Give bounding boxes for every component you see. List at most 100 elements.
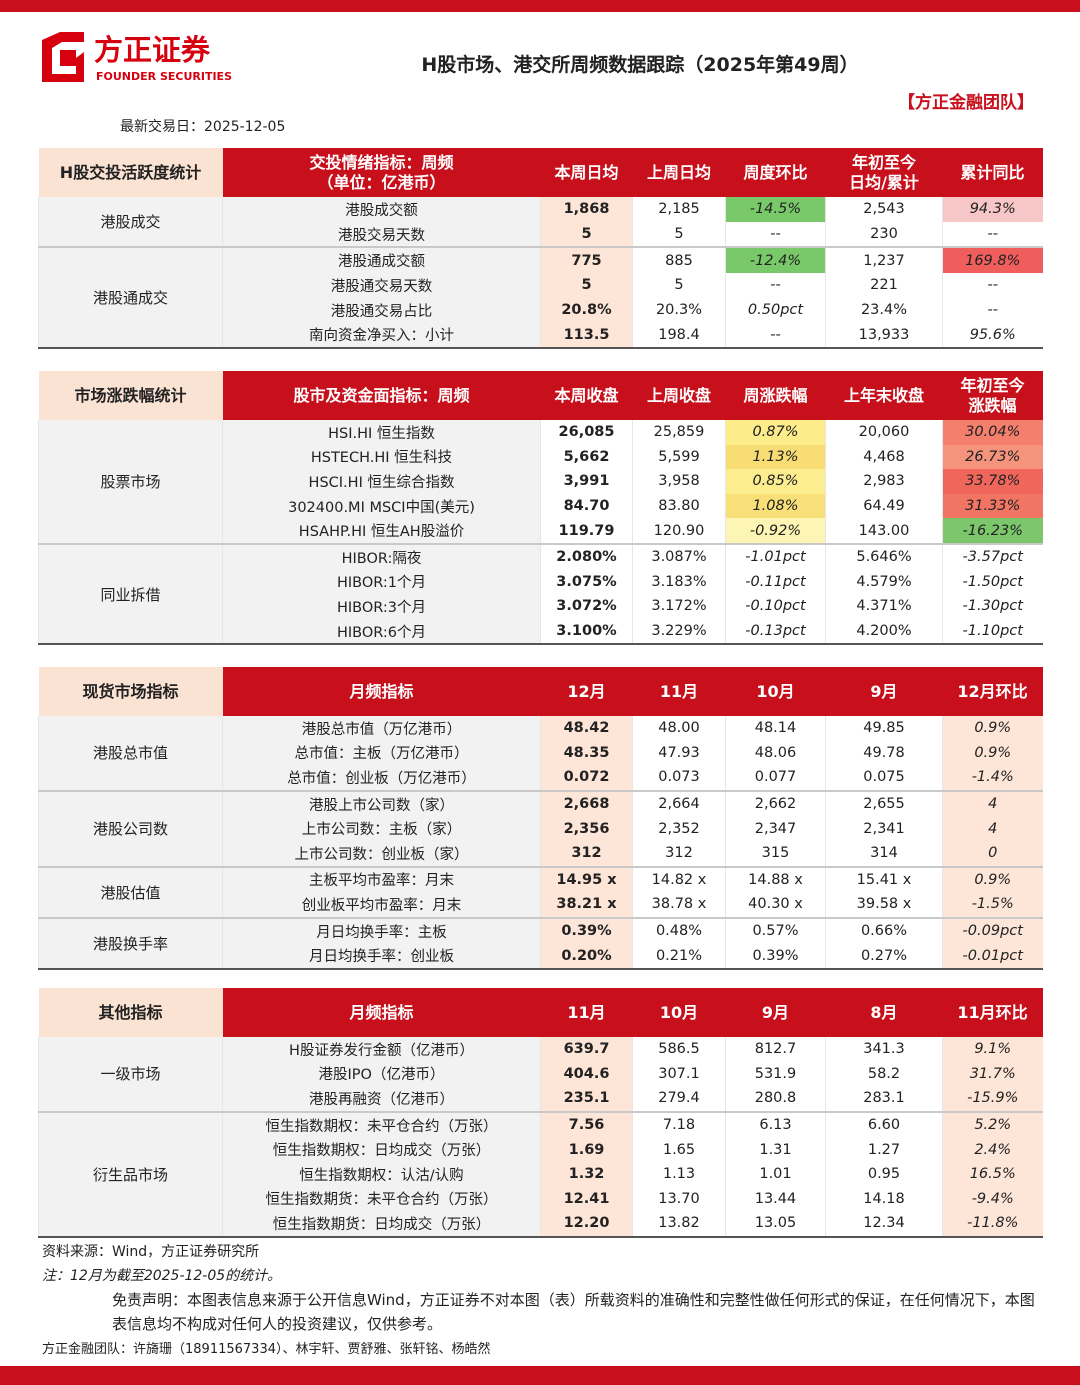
header-cell: 9月 bbox=[825, 667, 943, 716]
cell: 0.87% bbox=[725, 420, 826, 445]
row: 恒生指数期权：日均成交（万张） 1.69 1.65 1.31 1.27 2.4% bbox=[39, 1137, 1043, 1162]
header-cell: 股市及资金面指标：周频 bbox=[222, 371, 541, 420]
data-table: 现货市场指标 月频指标 12月 11月 10月 9月 12月环比 港股总市值 港股总市值（万亿港… bbox=[38, 667, 1043, 970]
header-cell: 11月环比 bbox=[942, 988, 1043, 1037]
cell: 0.95 bbox=[825, 1161, 943, 1187]
cell: 3,958 bbox=[632, 469, 726, 494]
group-label: 港股公司数 bbox=[38, 789, 223, 867]
cell: -- bbox=[725, 273, 826, 298]
cell: 120.90 bbox=[632, 518, 726, 544]
cell: 1.13% bbox=[725, 444, 826, 470]
row: 恒生指数期权：认沽/认购 1.32 1.13 1.01 0.95 16.5% bbox=[39, 1161, 1043, 1187]
cell: 1.69 bbox=[540, 1137, 633, 1162]
cell: 48.42 bbox=[540, 716, 633, 741]
row-label: 港股总市值（万亿港币） bbox=[222, 716, 541, 741]
row-label: HSI.HI 恒生指数 bbox=[222, 420, 541, 445]
cell: 2,655 bbox=[825, 789, 943, 817]
cell: 20.3% bbox=[632, 297, 726, 323]
row: 港股换手率 月日均换手率：主板 0.39% 0.48% 0.57% 0.66% -0.09p… bbox=[38, 916, 1043, 969]
group-label: 港股估值 bbox=[38, 865, 223, 918]
cell: 6.60 bbox=[825, 1110, 943, 1138]
row: 总市值：创业板（万亿港币） 0.072 0.073 0.077 0.075 -1.4% bbox=[39, 765, 1043, 791]
cell: 48.06 bbox=[725, 740, 826, 766]
header-cell: 本周日均 bbox=[540, 148, 633, 197]
cell: 0.39% bbox=[540, 916, 633, 944]
cell: -14.5% bbox=[725, 197, 826, 222]
cell: 3,991 bbox=[540, 469, 633, 494]
cell: 404.6 bbox=[540, 1061, 633, 1087]
row: 港股公司数 港股上市公司数（家） 2,668 2,664 2,662 2,655 4 bbox=[38, 789, 1043, 867]
cell: 143.00 bbox=[825, 518, 943, 544]
row: HSCI.HI 恒生综合指数 3,991 3,958 0.85% 2,983 33.78% bbox=[39, 469, 1043, 494]
cell: -0.92% bbox=[725, 518, 826, 544]
cell: 341.3 bbox=[825, 1037, 943, 1062]
cell: 119.79 bbox=[540, 518, 633, 544]
cell: 0.072 bbox=[540, 765, 633, 791]
row-label: 港股交易天数 bbox=[222, 221, 541, 248]
group-label: 港股换手率 bbox=[38, 916, 223, 969]
header-row: 市场涨跌幅统计 股市及资金面指标：周频 本周收盘 上周收盘 周涨跌幅 上年末收盘 年初至今 … bbox=[38, 371, 1043, 420]
cell: 14.95 x bbox=[540, 865, 633, 893]
source: 资料来源：Wind，方正证券研究所 bbox=[42, 1244, 260, 1260]
row-label: 创业板平均市盈率：月末 bbox=[222, 892, 541, 918]
row: 302400.MI MSCI中国(美元) 84.70 83.80 1.08% 64.49… bbox=[39, 493, 1043, 519]
team: 【方正金融团队】 bbox=[898, 93, 1034, 113]
footer: 资料来源：Wind，方正证券研究所 注：12月为截至2025-12-05的统计。… bbox=[42, 1240, 1042, 1362]
cell: 0.9% bbox=[942, 865, 1043, 893]
row: HIBOR:1个月 3.075% 3.183% -0.11pct 4.579% -1.50… bbox=[39, 569, 1043, 595]
row-label: 上市公司数：主板（家） bbox=[222, 816, 541, 841]
row-label: 港股通成交额 bbox=[222, 246, 541, 274]
data-table: 其他指标 月频指标 11月 10月 9月 8月 11月环比 一级市场 H股证券发行金额（亿港币）… bbox=[38, 988, 1043, 1238]
cell: -16.23% bbox=[942, 518, 1043, 544]
group-label: 股票市场 bbox=[38, 420, 223, 544]
cell: 12.41 bbox=[540, 1186, 633, 1212]
cell: 1.13 bbox=[632, 1161, 726, 1187]
cell: 230 bbox=[825, 221, 943, 248]
header-cell: 月频指标 bbox=[222, 667, 541, 716]
row-label: HIBOR:6个月 bbox=[222, 618, 541, 645]
cell: 2,347 bbox=[725, 816, 826, 841]
cell: -11.8% bbox=[942, 1211, 1043, 1237]
cell: 312 bbox=[632, 840, 726, 867]
cell: 48.00 bbox=[632, 716, 726, 741]
row-label: HIBOR:隔夜 bbox=[222, 542, 541, 570]
cell: -1.10pct bbox=[942, 618, 1043, 645]
cell: 3.072% bbox=[540, 594, 633, 619]
date: 最新交易日：2025-12-05 bbox=[120, 119, 286, 135]
header-cell: 现货市场指标 bbox=[38, 667, 223, 716]
row: 一级市场 H股证券发行金额（亿港币） 639.7 586.5 812.7 341.3 9.1… bbox=[38, 1037, 1043, 1112]
cell: 2,352 bbox=[632, 816, 726, 841]
cell: 5,599 bbox=[632, 444, 726, 470]
cell: 6.13 bbox=[725, 1110, 826, 1138]
cell: 1.01 bbox=[725, 1161, 826, 1187]
row-label: 港股通交易占比 bbox=[222, 297, 541, 323]
cell: 0.075 bbox=[825, 765, 943, 791]
cell: 48.35 bbox=[540, 740, 633, 766]
cell: 15.41 x bbox=[825, 865, 943, 893]
cell: 20.8% bbox=[540, 297, 633, 323]
cell: 5 bbox=[540, 221, 633, 248]
row-label: H股证券发行金额（亿港币） bbox=[222, 1037, 541, 1062]
row-label: 恒生指数期权：未平仓合约（万张） bbox=[222, 1110, 541, 1138]
cell: 5.646% bbox=[825, 542, 943, 570]
cell: 33.78% bbox=[942, 469, 1043, 494]
header-cell: 月频指标 bbox=[222, 988, 541, 1037]
cell: -- bbox=[942, 221, 1043, 248]
cell: 4.579% bbox=[825, 569, 943, 595]
row-label: HIBOR:1个月 bbox=[222, 569, 541, 595]
cell: 39.58 x bbox=[825, 892, 943, 918]
row-label: 港股再融资（亿港币） bbox=[222, 1086, 541, 1112]
header-cell: H股交投活跃度统计 bbox=[38, 148, 223, 197]
cell: 13,933 bbox=[825, 322, 943, 349]
cell: 3.100% bbox=[540, 618, 633, 645]
cell: 2,543 bbox=[825, 197, 943, 222]
row: 恒生指数期货：日均成交（万张） 12.20 13.82 13.05 12.34 -11.8… bbox=[39, 1211, 1043, 1237]
bottom-bar bbox=[0, 1366, 1080, 1385]
cell: 23.4% bbox=[825, 297, 943, 323]
cell: 5,662 bbox=[540, 444, 633, 470]
row-label: 月日均换手率：创业板 bbox=[222, 943, 541, 969]
cell: -3.57pct bbox=[942, 542, 1043, 570]
cell: 1.32 bbox=[540, 1161, 633, 1187]
cell: 5 bbox=[540, 273, 633, 298]
